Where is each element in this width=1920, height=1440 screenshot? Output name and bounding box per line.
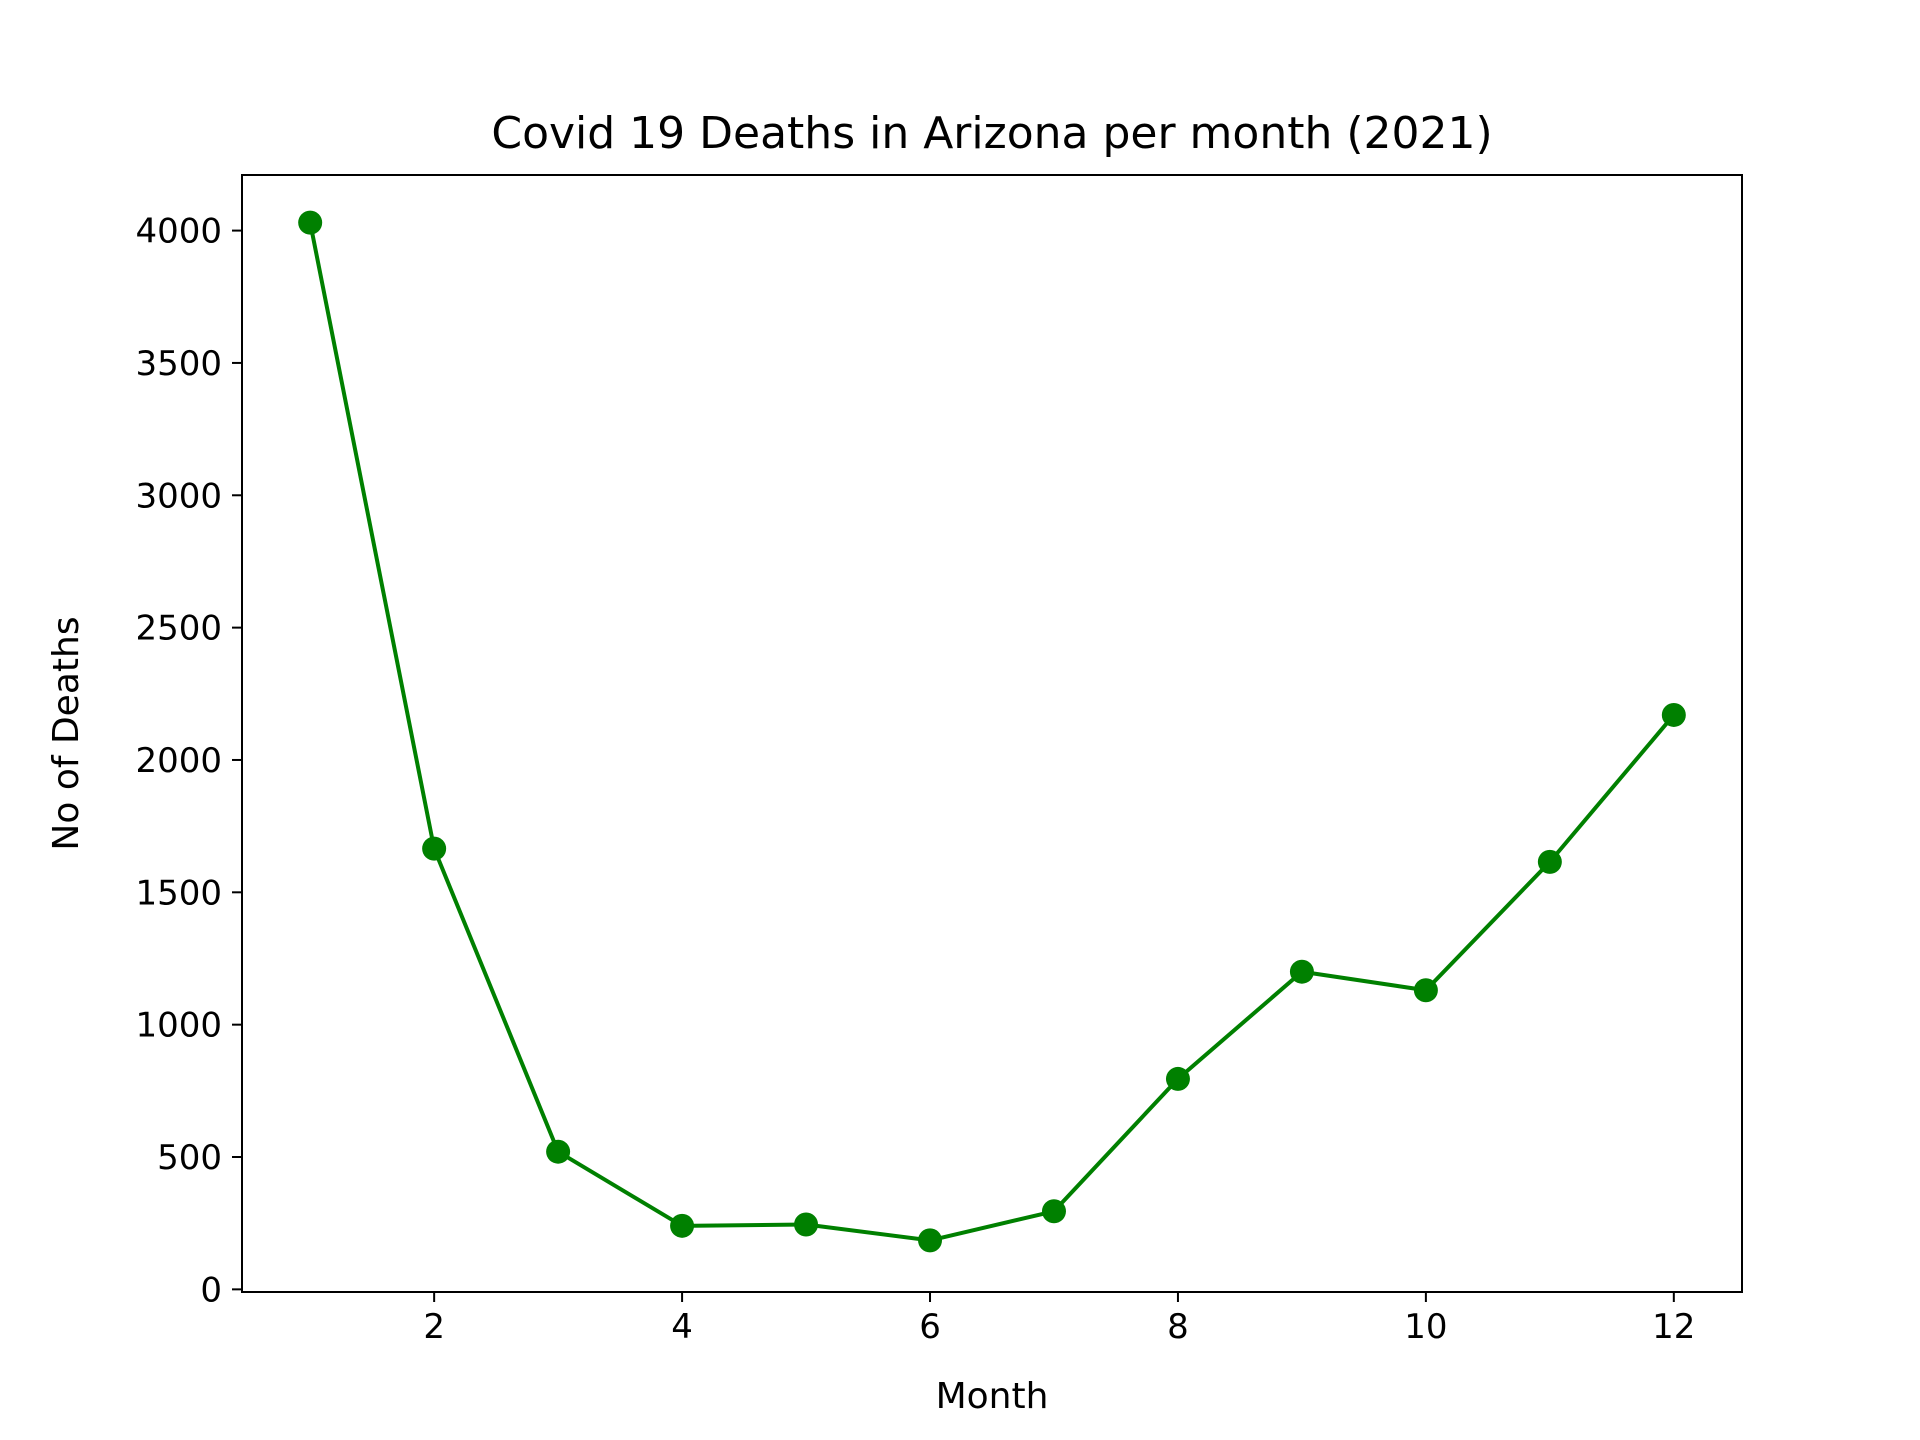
y-tick-label: 3000 (135, 476, 222, 516)
y-axis-ticks: 0 500 1000 1500 2000 2500 3000 3500 4000 (135, 212, 242, 1310)
data-point (546, 1139, 571, 1164)
y-tick-label: 2000 (135, 741, 222, 781)
series-line (308, 222, 1676, 1243)
y-tick-label: 2500 (135, 609, 222, 649)
data-point (1661, 702, 1686, 727)
y-tick-label: 1000 (135, 1006, 222, 1046)
data-point (918, 1228, 943, 1253)
data-point (1537, 849, 1562, 874)
data-point (1289, 959, 1314, 984)
x-tick-label: 4 (671, 1307, 693, 1347)
plot-area (298, 210, 1686, 1253)
x-tick-label: 8 (1167, 1307, 1189, 1347)
data-point (1041, 1199, 1066, 1224)
y-tick-label: 3500 (135, 344, 222, 384)
y-tick-label: 500 (157, 1138, 222, 1178)
data-point (670, 1213, 695, 1238)
y-tick-label: 0 (200, 1270, 222, 1310)
x-tick-label: 2 (423, 1307, 445, 1347)
x-axis-ticks: 2 4 6 8 10 12 (423, 1292, 1695, 1347)
x-axis-label: Month (936, 1376, 1049, 1417)
x-tick-label: 6 (919, 1307, 941, 1347)
x-tick-label: 12 (1652, 1307, 1695, 1347)
data-point (422, 836, 447, 861)
data-point (298, 210, 323, 235)
data-point (1165, 1066, 1190, 1091)
chart-title: Covid 19 Deaths in Arizona per month (20… (491, 108, 1492, 159)
data-point (794, 1212, 819, 1237)
y-tick-label: 1500 (135, 873, 222, 913)
y-tick-label: 4000 (135, 212, 222, 252)
axes-frame (241, 174, 1743, 1293)
x-tick-label: 10 (1404, 1307, 1447, 1347)
y-axis-label: No of Deaths (46, 616, 87, 850)
data-point (1413, 978, 1438, 1003)
